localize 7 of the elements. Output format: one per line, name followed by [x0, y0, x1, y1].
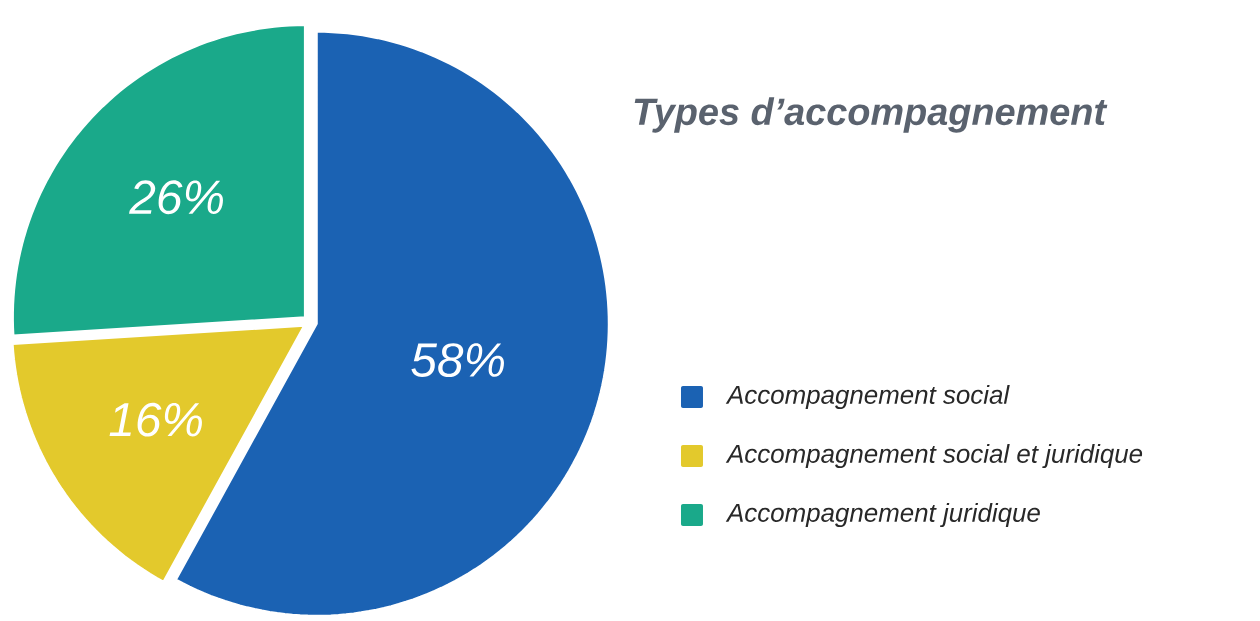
legend-label: Accompagnement social — [725, 384, 1010, 410]
text: Types d’accompagnement — [634, 97, 1108, 133]
data-label: 58% — [411, 343, 504, 377]
data-label: 16% — [109, 402, 202, 437]
legend-label: Accompagnement juridique — [725, 502, 1040, 528]
legend-label: Accompagnement social et juridique — [725, 443, 1143, 469]
data-label: 26% — [129, 180, 223, 215]
